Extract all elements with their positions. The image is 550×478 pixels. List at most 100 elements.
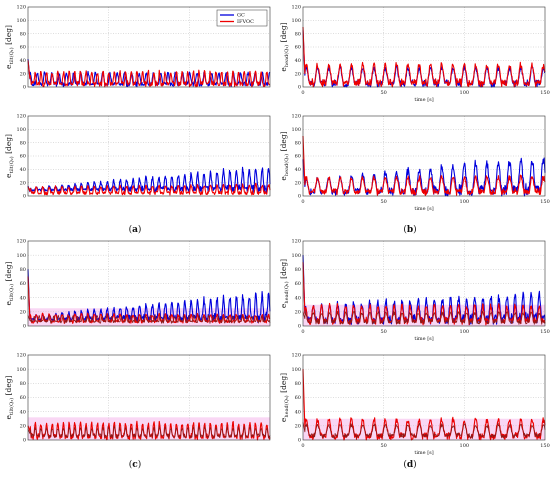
y-axis-label: etilt(Q₁) [deg] [4,261,15,305]
y-tick-label: 20 [20,180,26,186]
y-tick-label: 120 [291,5,301,11]
series-line-gc [27,269,271,324]
y-tick-label: 100 [291,127,301,133]
y-tick-label: 120 [16,114,26,120]
y-tick-label: 40 [295,295,301,301]
y-tick-label: 20 [20,310,26,316]
y-tick-label: 100 [291,253,301,259]
x-tick-label: 100 [460,90,470,96]
y-tick-label: 60 [295,154,301,160]
y-tick-label: 0 [298,85,301,91]
axes-frame [27,6,271,88]
chart-b-top: 0 20 40 60 80 100 120 etilt(Q₂) [deg] [4,114,271,200]
axes-frame [27,115,271,197]
y-tick-label: 80 [295,381,301,387]
series-line-reference [302,310,546,325]
x-tick-label: 150 [540,90,550,96]
series-line-reference [27,426,271,439]
y-axis-label: ehead(Q₁) [deg] [279,259,290,308]
caption-d: (d) [403,459,416,470]
x-tick-label: 50 [380,443,386,449]
y-tick-label: 40 [20,295,26,301]
y-tick-label: 20 [295,310,301,316]
y-tick-label: 120 [16,5,26,11]
y-tick-label: 120 [16,239,26,245]
series-line-ifvoc [302,26,546,88]
y-tick-label: 100 [16,18,26,24]
y-axis-label: ehead(Q₂) [deg] [279,131,290,180]
axes-frame [27,240,271,327]
y-tick-label: 60 [20,395,26,401]
y-tick-label: 0 [23,194,26,200]
y-tick-label: 60 [295,281,301,287]
chart-a-bottom: 0 20 40 60 80 100 120 0 50 100 150 time [s] ehead(Q₁… [279,5,550,103]
x-tick-label: 150 [540,443,550,449]
y-tick-label: 100 [16,127,26,133]
y-tick-label: 100 [291,367,301,373]
y-tick-label: 40 [295,58,301,64]
y-tick-label: 80 [20,31,26,37]
x-tick-label: 100 [460,329,470,335]
x-tick-label: 100 [460,199,470,205]
axes-frame [27,354,271,441]
y-tick-label: 60 [20,45,26,51]
y-tick-label: 80 [20,381,26,387]
y-tick-label: 80 [295,140,301,146]
axes-frame [302,354,546,441]
axes-frame [302,240,546,327]
y-tick-label: 100 [16,367,26,373]
x-axis-label: time [s] [414,206,433,212]
caption-c: (c) [129,459,142,470]
x-tick-label: 100 [460,443,470,449]
y-tick-label: 80 [295,31,301,37]
y-tick-label: 60 [295,45,301,51]
chart-c-top: 0 20 40 60 80 100 120 etilt(Q₁) [deg] [4,239,271,330]
x-tick-label: 150 [540,199,550,205]
y-axis-label: ehead(Q₁) [deg] [279,22,290,71]
y-tick-label: 60 [20,154,26,160]
y-tick-label: 0 [23,438,26,444]
y-tick-label: 100 [291,18,301,24]
y-axis-label: etilt(Q₁) [deg] [4,25,15,69]
y-tick-label: 120 [291,353,301,359]
y-tick-label: 20 [20,71,26,77]
y-tick-label: 60 [295,395,301,401]
x-tick-label: 150 [540,329,550,335]
y-tick-label: 40 [20,58,26,64]
y-tick-label: 40 [295,167,301,173]
y-tick-label: 80 [20,267,26,273]
series-line-ifvoc [302,135,546,196]
caption-b: (b) [403,224,416,235]
x-tick-label: 0 [301,329,304,335]
series-line-reference [302,422,546,439]
y-tick-label: 0 [298,438,301,444]
y-tick-label: 40 [20,409,26,415]
y-tick-label: 80 [295,267,301,273]
axes-frame [302,6,546,88]
chart-d-bottom: 0 20 40 60 80 100 120 0 50 100 150 time [s] ehead(Q₃… [279,353,550,456]
x-axis-label: time [s] [414,450,433,456]
y-tick-label: 0 [298,324,301,330]
x-tick-label: 0 [301,199,304,205]
x-axis-label: time [s] [414,97,433,103]
series-line-gc [27,166,271,194]
axes-frame [302,115,546,197]
y-tick-label: 0 [23,324,26,330]
series-line-ifvoc [27,60,271,88]
y-tick-label: 20 [20,424,26,430]
x-tick-label: 50 [380,199,386,205]
chart-c-bottom: 0 20 40 60 80 100 120 0 50 100 150 time [s] ehead(Q₁… [279,239,550,342]
y-tick-label: 120 [16,353,26,359]
y-tick-label: 40 [20,167,26,173]
y-tick-label: 20 [295,71,301,77]
y-axis-label: ehead(Q₃) [deg] [279,373,290,422]
y-tick-label: 120 [291,239,301,245]
legend-label-ifvoc: IFVOC [237,19,254,25]
y-axis-label: etilt(Q₃) [deg] [4,375,15,419]
legend-label-gc: GC [237,13,245,19]
